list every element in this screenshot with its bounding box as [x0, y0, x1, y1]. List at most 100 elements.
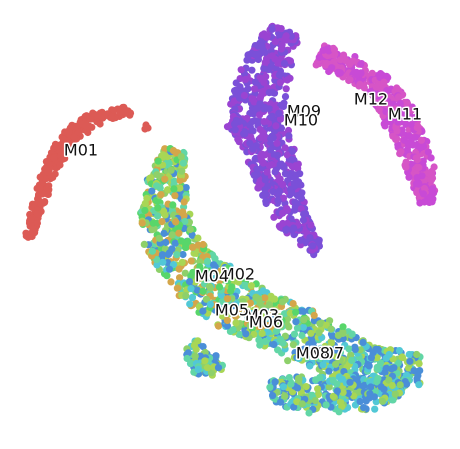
cluster-label-m05: M05	[215, 301, 249, 320]
scatter-point	[265, 161, 273, 170]
scatter-point	[270, 213, 278, 221]
scatter-point	[278, 41, 286, 49]
scatter-point	[394, 359, 402, 367]
scatter-point	[230, 120, 239, 128]
scatter-point	[290, 224, 298, 232]
scatter-point	[269, 134, 277, 142]
scatter-point	[140, 240, 148, 248]
scatter-point	[252, 51, 260, 59]
scatter-point	[176, 184, 184, 192]
scatter-point	[251, 155, 259, 163]
scatter-point	[283, 321, 291, 329]
scatter-point	[281, 310, 289, 318]
scatter-point	[155, 234, 163, 242]
scatter-point	[218, 312, 227, 320]
scatter-point	[212, 352, 220, 360]
scatter-point	[170, 185, 178, 193]
scatter-point	[207, 369, 215, 377]
scatter-point	[150, 225, 158, 233]
scatter-point	[380, 78, 388, 86]
scatter-point	[153, 182, 161, 190]
scatter-point	[332, 360, 340, 368]
scatter-point	[99, 114, 107, 122]
scatter-point	[89, 109, 97, 117]
scatter-point	[229, 302, 237, 310]
scatter-point	[254, 184, 262, 192]
scatter-point	[415, 180, 423, 188]
scatter-point	[310, 317, 318, 325]
scatter-point	[249, 145, 257, 153]
scatter-point	[41, 198, 49, 206]
scatter-point	[281, 93, 290, 101]
scatter-point	[202, 295, 210, 303]
scatter-point	[293, 398, 301, 406]
scatter-point	[293, 384, 302, 392]
scatter-point	[26, 230, 34, 238]
scatter-point	[271, 168, 279, 176]
scatter-point	[280, 59, 289, 67]
scatter-point	[246, 139, 254, 147]
scatter-point	[295, 355, 303, 363]
scatter-point	[391, 390, 399, 398]
scatter-point	[416, 144, 424, 152]
scatter-point	[47, 172, 55, 180]
scatter-point	[385, 350, 393, 359]
scatter-point	[163, 272, 171, 280]
scatter-point	[319, 361, 327, 369]
scatter-point	[235, 306, 243, 314]
scatter-point	[413, 124, 421, 132]
scatter-point	[223, 295, 232, 303]
scatter-point	[267, 113, 275, 121]
scatter-point	[96, 120, 104, 128]
scatter-point	[307, 329, 315, 337]
scatter-point	[222, 269, 230, 277]
scatter-point	[169, 261, 178, 269]
scatter-point	[300, 316, 308, 324]
scatter-point	[35, 191, 43, 199]
scatter-point	[53, 143, 61, 151]
scatter-point	[333, 387, 341, 395]
scatter-point	[191, 278, 199, 286]
scatter-point	[390, 364, 398, 372]
scatter-point	[336, 56, 344, 64]
scatter-point	[186, 225, 194, 234]
scatter-point	[33, 210, 41, 218]
scatter-point	[211, 274, 220, 282]
scatter-point	[315, 236, 323, 245]
scatter-point	[246, 322, 254, 330]
scatter-point	[378, 397, 387, 405]
scatter-point	[260, 304, 268, 312]
scatter-point	[282, 32, 290, 40]
scatter-point	[162, 238, 170, 247]
scatter-point	[261, 186, 269, 194]
scatter-point	[339, 323, 347, 331]
scatter-point	[227, 287, 235, 295]
scatter-point	[224, 277, 232, 285]
scatter-point	[179, 250, 187, 259]
scatter-point	[357, 60, 365, 68]
scatter-point	[206, 284, 214, 292]
scatter-point	[154, 212, 162, 220]
scatter-point	[339, 329, 347, 337]
scatter-point	[405, 132, 413, 140]
scatter-point	[141, 206, 149, 215]
scatter-point	[279, 180, 287, 188]
scatter-point	[269, 392, 277, 400]
scatter-point	[193, 286, 201, 294]
scatter-point	[159, 151, 167, 159]
scatter-point	[356, 397, 364, 406]
scatter-point	[311, 397, 319, 405]
scatter-point	[194, 234, 202, 242]
scatter-point	[415, 163, 423, 172]
scatter-point	[402, 158, 410, 166]
scatter-point	[276, 79, 284, 87]
scatter-point	[258, 329, 266, 337]
scatter-point	[250, 171, 258, 179]
scatter-point	[237, 66, 245, 74]
scatter-point	[187, 257, 195, 265]
scatter-point	[427, 176, 435, 184]
scatter-point	[305, 409, 313, 417]
scatter-point	[348, 356, 356, 365]
scatter-point	[187, 359, 195, 367]
scatter-point	[334, 68, 342, 76]
